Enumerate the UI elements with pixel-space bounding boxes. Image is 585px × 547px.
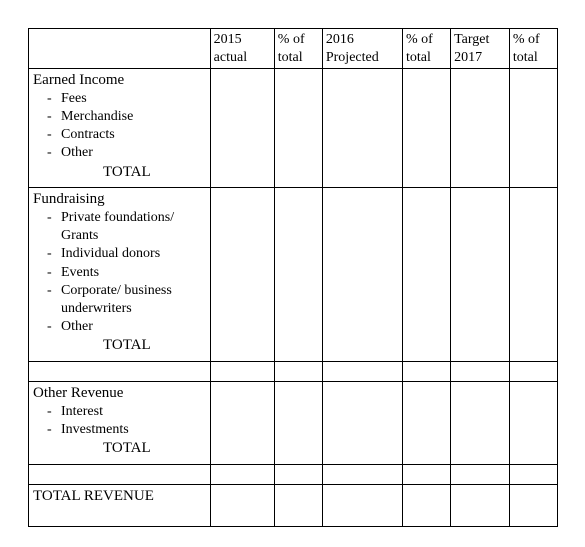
- section-total-label: TOTAL: [33, 439, 206, 458]
- list-item: Interest: [61, 403, 206, 421]
- section-title: Earned Income: [33, 71, 206, 90]
- cell: [451, 382, 510, 465]
- cell: [274, 464, 322, 484]
- cell: [509, 464, 557, 484]
- cell: [451, 188, 510, 362]
- item-list: FeesMerchandiseContractsOther: [33, 90, 206, 163]
- cell: [210, 188, 274, 362]
- cell: [274, 188, 322, 362]
- cell: [29, 464, 211, 484]
- section-cell: FundraisingPrivate foundations/ GrantsIn…: [29, 188, 211, 362]
- cell: [509, 382, 557, 465]
- cell: [403, 362, 451, 382]
- list-item: Fees: [61, 90, 206, 108]
- list-item: Events: [61, 264, 206, 282]
- revenue-table: 2015 actual % of total 2016 Projected % …: [28, 28, 558, 527]
- section-row: FundraisingPrivate foundations/ GrantsIn…: [29, 188, 558, 362]
- cell: [210, 69, 274, 188]
- cell: [322, 362, 402, 382]
- col-header-6: % of total: [509, 29, 557, 69]
- col-header-1: 2015 actual: [210, 29, 274, 69]
- cell: [322, 69, 402, 188]
- list-item: Investments: [61, 421, 206, 439]
- section-total-label: TOTAL: [33, 163, 206, 182]
- list-item: Corporate/ business underwriters: [61, 282, 206, 318]
- header-row: 2015 actual % of total 2016 Projected % …: [29, 29, 558, 69]
- col-header-2: % of total: [274, 29, 322, 69]
- cell: [403, 69, 451, 188]
- col-header-3: 2016 Projected: [322, 29, 402, 69]
- cell: [451, 69, 510, 188]
- cell: [509, 362, 557, 382]
- spacer-row: [29, 362, 558, 382]
- cell: [29, 362, 211, 382]
- list-item: Other: [61, 144, 206, 162]
- cell: [322, 188, 402, 362]
- cell: [274, 382, 322, 465]
- cell: [210, 362, 274, 382]
- item-list: Private foundations/ GrantsIndividual do…: [33, 209, 206, 336]
- section-title: Other Revenue: [33, 384, 206, 403]
- cell: [403, 188, 451, 362]
- cell: [451, 362, 510, 382]
- item-list: InterestInvestments: [33, 403, 206, 439]
- cell: [509, 69, 557, 188]
- section-cell: Earned IncomeFeesMerchandiseContractsOth…: [29, 69, 211, 188]
- col-header-5: Target 2017: [451, 29, 510, 69]
- list-item: Contracts: [61, 126, 206, 144]
- cell: [451, 464, 510, 484]
- cell: [274, 362, 322, 382]
- cell: [509, 188, 557, 362]
- cell: [210, 464, 274, 484]
- cell: [403, 382, 451, 465]
- section-row: Earned IncomeFeesMerchandiseContractsOth…: [29, 69, 558, 188]
- section-cell: Other RevenueInterestInvestmentsTOTAL: [29, 382, 211, 465]
- cell: [403, 464, 451, 484]
- section-title: Fundraising: [33, 190, 206, 209]
- cell: [322, 382, 402, 465]
- spacer-row: [29, 464, 558, 484]
- list-item: Merchandise: [61, 108, 206, 126]
- table-body: Earned IncomeFeesMerchandiseContractsOth…: [29, 69, 558, 527]
- cell: [322, 464, 402, 484]
- list-item: Private foundations/ Grants: [61, 209, 206, 245]
- cell: [210, 382, 274, 465]
- list-item: Other: [61, 318, 206, 336]
- section-total-label: TOTAL: [33, 336, 206, 355]
- section-row: Other RevenueInterestInvestmentsTOTAL: [29, 382, 558, 465]
- col-header-4: % of total: [403, 29, 451, 69]
- col-header-0: [29, 29, 211, 69]
- cell: [274, 69, 322, 188]
- list-item: Individual donors: [61, 245, 206, 263]
- page: 2015 actual % of total 2016 Projected % …: [0, 0, 585, 547]
